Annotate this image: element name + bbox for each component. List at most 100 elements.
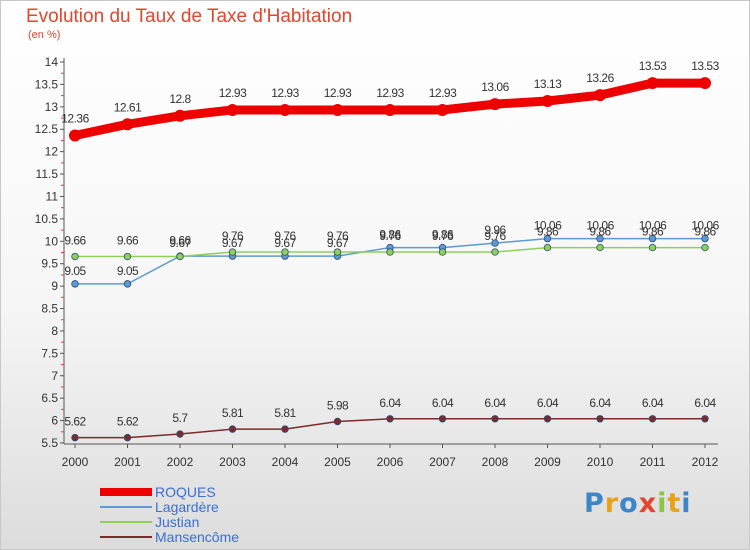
data-label: 6.04 [432, 396, 454, 410]
x-tick-label: 2009 [534, 455, 561, 469]
data-label: 9.76 [432, 229, 454, 243]
data-label: 5.81 [222, 406, 244, 420]
data-point [648, 234, 657, 243]
legend-label: Lagardère [155, 499, 219, 515]
data-label: 5.7 [172, 411, 188, 425]
x-tick-label: 2006 [377, 455, 404, 469]
data-point [596, 243, 604, 252]
x-tick-label: 2003 [219, 455, 246, 469]
y-tick-label: 10 [45, 234, 59, 248]
data-label: 9.76 [379, 229, 401, 243]
chart-title: Evolution du Taux de Taxe d'Habitation [26, 6, 353, 27]
data-label: 12.93 [219, 86, 247, 100]
data-point [123, 280, 132, 288]
legend-swatch [100, 521, 152, 523]
x-tick-label: 2002 [167, 455, 194, 469]
y-tick-label: 5.5 [41, 436, 58, 450]
data-point [701, 243, 709, 252]
data-point [123, 252, 132, 261]
data-label: 9.96 [484, 223, 506, 237]
x-tick-label: 2012 [692, 455, 719, 469]
data-point [333, 248, 342, 256]
data-point [71, 433, 79, 442]
data-label: 6.04 [694, 396, 716, 410]
data-label: 13.06 [481, 80, 509, 94]
data-point [489, 98, 501, 111]
data-point [594, 89, 606, 102]
y-tick-label: 7.5 [41, 346, 58, 360]
data-label: 9.86 [432, 228, 454, 242]
x-tick-label: 2004 [272, 455, 299, 469]
data-label: 9.67 [169, 236, 191, 250]
y-tick-label: 8.5 [41, 302, 58, 316]
x-tick-label: 2005 [324, 455, 351, 469]
data-point [281, 425, 289, 433]
data-point [176, 252, 184, 261]
data-label: 9.67 [274, 236, 296, 250]
data-label: 6.04 [642, 396, 664, 410]
y-tick-label: 12 [45, 145, 59, 159]
y-tick-label: 9 [51, 279, 58, 293]
chart-subtitle: (en %) [28, 29, 61, 41]
y-tick-label: 11.5 [36, 167, 59, 181]
y-tick-label: 12.5 [35, 122, 59, 136]
data-point [701, 234, 709, 243]
data-point [491, 415, 499, 423]
legend-label: ROQUES [155, 484, 216, 500]
data-label: 12.8 [169, 92, 191, 106]
data-label: 6.04 [537, 396, 559, 410]
data-point [436, 103, 449, 116]
brand-letter: x [638, 488, 658, 519]
data-point [648, 243, 657, 252]
data-point [648, 415, 657, 423]
data-label: 5.62 [117, 415, 139, 429]
x-tick-label: 2008 [482, 455, 509, 469]
legend-swatch [100, 506, 152, 508]
brand-letter: i [657, 488, 668, 519]
data-label: 9.67 [222, 236, 244, 250]
brand-letter: o [619, 488, 639, 519]
data-point [596, 415, 604, 423]
data-label: 12.93 [271, 86, 299, 100]
brand-letter: i [681, 488, 692, 519]
data-point [543, 234, 552, 243]
data-label: 13.13 [534, 77, 562, 91]
data-point [541, 94, 554, 107]
data-point [386, 248, 394, 256]
data-label: 12.93 [429, 86, 457, 100]
y-tick-label: 13 [45, 100, 59, 114]
data-point [543, 243, 552, 252]
legend-swatch [100, 488, 152, 496]
data-point [176, 430, 184, 438]
data-label: 5.81 [274, 406, 296, 420]
data-label: 9.66 [117, 234, 139, 248]
data-point [438, 248, 447, 256]
legend-label: Mansencôme [155, 529, 240, 545]
data-label: 13.53 [639, 59, 667, 73]
data-point [69, 129, 81, 142]
y-tick-label: 6.5 [41, 391, 58, 405]
x-tick-label: 2007 [429, 455, 456, 469]
data-label: 9.76 [327, 229, 349, 243]
legend-label: Justian [155, 514, 200, 530]
data-point [123, 433, 132, 442]
data-label: 9.76 [484, 229, 506, 243]
x-tick-label: 2000 [62, 455, 89, 469]
data-label: 6.04 [379, 396, 401, 410]
y-tick-label: 13.5 [35, 77, 59, 91]
data-point [228, 425, 237, 433]
data-label: 5.62 [64, 415, 86, 429]
brand-logo: Proxiti [584, 488, 692, 519]
data-label: 10.06 [586, 219, 614, 233]
data-label: 12.61 [114, 100, 142, 114]
data-label: 9.05 [117, 264, 139, 278]
data-point [384, 103, 396, 116]
data-label: 9.66 [64, 234, 86, 248]
data-label: 9.86 [694, 225, 716, 239]
data-point [646, 77, 659, 90]
y-tick-label: 8 [51, 324, 58, 338]
data-label: 13.26 [586, 71, 614, 85]
data-label: 9.76 [274, 229, 296, 243]
data-label: 5.98 [327, 398, 349, 412]
